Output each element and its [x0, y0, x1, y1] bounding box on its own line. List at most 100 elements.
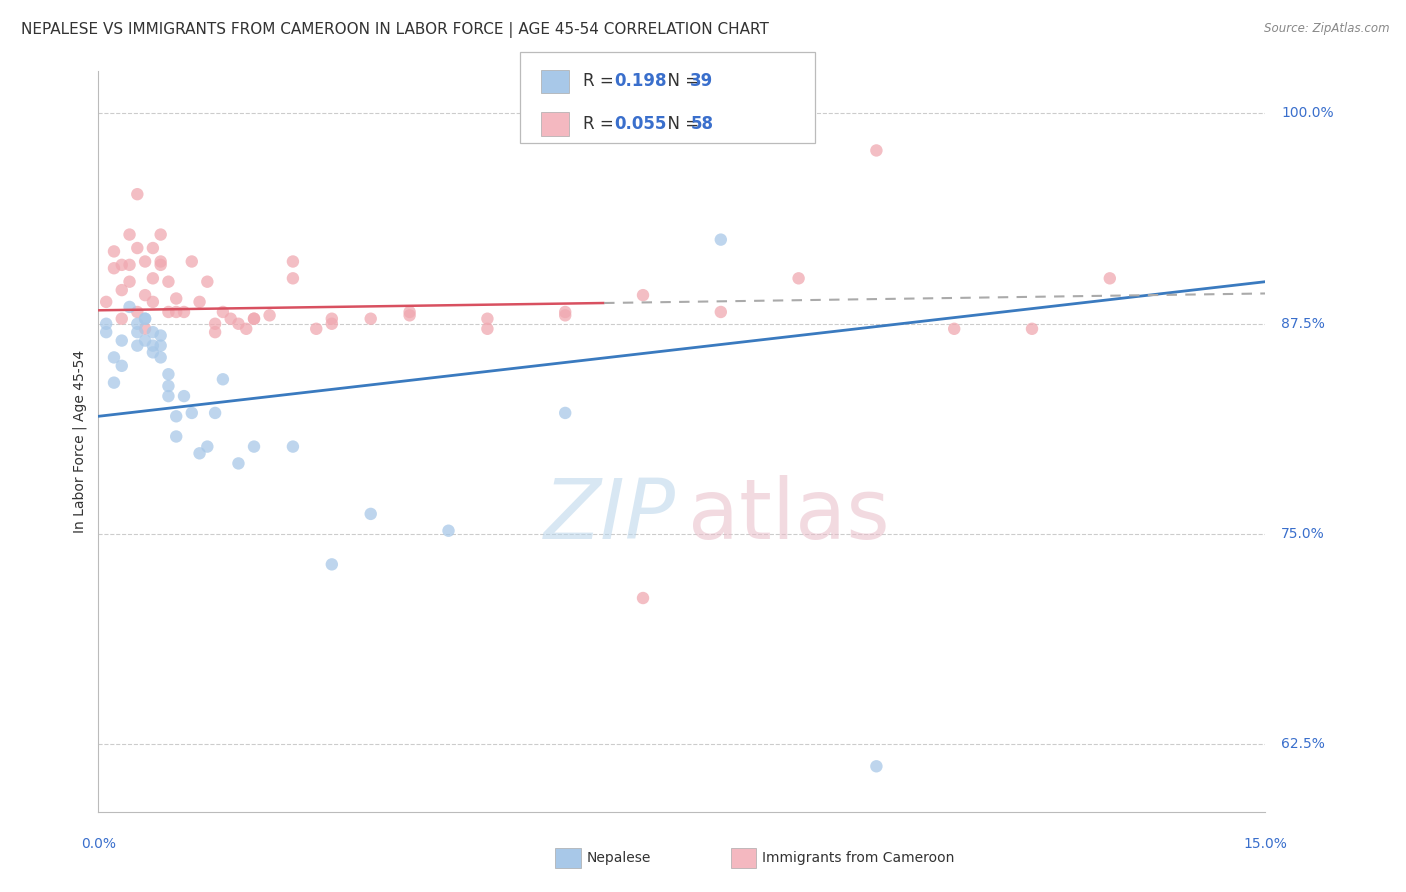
Point	[281, 440, 304, 454]
Text: NEPALESE VS IMMIGRANTS FROM CAMEROON IN LABOR FORCE | AGE 45-54 CORRELATION CHAR: NEPALESE VS IMMIGRANTS FROM CAMEROON IN …	[21, 22, 769, 38]
Point	[710, 233, 733, 247]
Point	[180, 406, 202, 420]
Text: ZIP: ZIP	[544, 475, 676, 556]
Point	[111, 334, 134, 348]
Point	[127, 338, 149, 352]
Point	[103, 376, 125, 390]
Text: 0.198: 0.198	[614, 72, 666, 90]
Text: 75.0%: 75.0%	[1281, 527, 1324, 541]
Point	[134, 322, 156, 336]
Point	[243, 311, 266, 326]
Point	[195, 275, 218, 289]
Point	[321, 311, 343, 326]
Point	[228, 317, 250, 331]
Point	[142, 325, 165, 339]
Point	[142, 338, 165, 352]
Point	[204, 317, 226, 331]
Point	[149, 328, 172, 343]
Point	[111, 311, 134, 326]
Point	[142, 271, 165, 285]
Point	[398, 305, 420, 319]
Point	[157, 389, 180, 403]
Point	[157, 275, 180, 289]
Point	[96, 325, 118, 339]
Point	[111, 258, 134, 272]
Text: R =: R =	[583, 72, 620, 90]
Point	[149, 351, 172, 365]
Point	[943, 322, 966, 336]
Point	[204, 406, 226, 420]
Point	[1098, 271, 1121, 285]
Point	[157, 368, 180, 382]
Point	[305, 322, 328, 336]
Point	[111, 359, 134, 373]
Text: Source: ZipAtlas.com: Source: ZipAtlas.com	[1264, 22, 1389, 36]
Point	[165, 305, 187, 319]
Point	[554, 406, 576, 420]
Point	[321, 317, 343, 331]
Point	[243, 311, 266, 326]
Point	[204, 325, 226, 339]
Point	[127, 325, 149, 339]
Text: 62.5%: 62.5%	[1281, 738, 1324, 751]
Point	[865, 759, 887, 773]
Point	[149, 258, 172, 272]
Point	[149, 227, 172, 242]
Text: N =: N =	[657, 115, 704, 133]
Point	[134, 334, 156, 348]
Text: 100.0%: 100.0%	[1281, 106, 1333, 120]
Point	[134, 311, 156, 326]
Point	[477, 311, 499, 326]
Text: 0.055: 0.055	[614, 115, 666, 133]
Point	[127, 305, 149, 319]
Point	[631, 288, 654, 302]
Point	[142, 241, 165, 255]
Point	[259, 309, 281, 323]
Point	[149, 254, 172, 268]
Point	[127, 187, 149, 202]
Point	[554, 309, 576, 323]
Point	[1021, 322, 1043, 336]
Point	[103, 244, 125, 259]
Point	[127, 241, 149, 255]
Text: N =: N =	[657, 72, 704, 90]
Point	[165, 292, 187, 306]
Text: atlas: atlas	[688, 475, 890, 556]
Point	[173, 389, 195, 403]
Text: 39: 39	[690, 72, 714, 90]
Point	[118, 275, 141, 289]
Point	[477, 322, 499, 336]
Point	[180, 254, 202, 268]
Text: Nepalese: Nepalese	[586, 851, 651, 865]
Point	[281, 254, 304, 268]
Text: 15.0%: 15.0%	[1243, 837, 1288, 851]
Point	[142, 345, 165, 359]
Point	[219, 311, 242, 326]
Point	[235, 322, 257, 336]
Point	[228, 457, 250, 471]
Point	[321, 558, 343, 572]
Point	[188, 294, 211, 309]
Text: R =: R =	[583, 115, 620, 133]
Point	[134, 288, 156, 302]
Point	[165, 429, 187, 443]
Point	[398, 309, 420, 323]
Point	[149, 338, 172, 352]
Point	[157, 305, 180, 319]
Point	[212, 372, 235, 386]
Point	[243, 440, 266, 454]
Point	[103, 351, 125, 365]
Point	[195, 440, 218, 454]
Point	[103, 261, 125, 276]
Point	[437, 524, 460, 538]
Point	[787, 271, 810, 285]
Point	[127, 317, 149, 331]
Point	[134, 254, 156, 268]
Text: 0.0%: 0.0%	[82, 837, 115, 851]
Point	[118, 258, 141, 272]
Point	[165, 409, 187, 424]
Point	[134, 311, 156, 326]
Point	[157, 379, 180, 393]
Point	[554, 305, 576, 319]
Text: Immigrants from Cameroon: Immigrants from Cameroon	[762, 851, 955, 865]
